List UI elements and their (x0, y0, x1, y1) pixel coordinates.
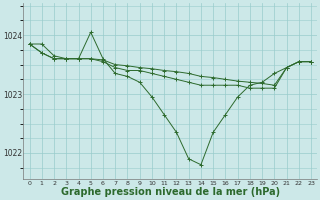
X-axis label: Graphe pression niveau de la mer (hPa): Graphe pression niveau de la mer (hPa) (61, 187, 280, 197)
